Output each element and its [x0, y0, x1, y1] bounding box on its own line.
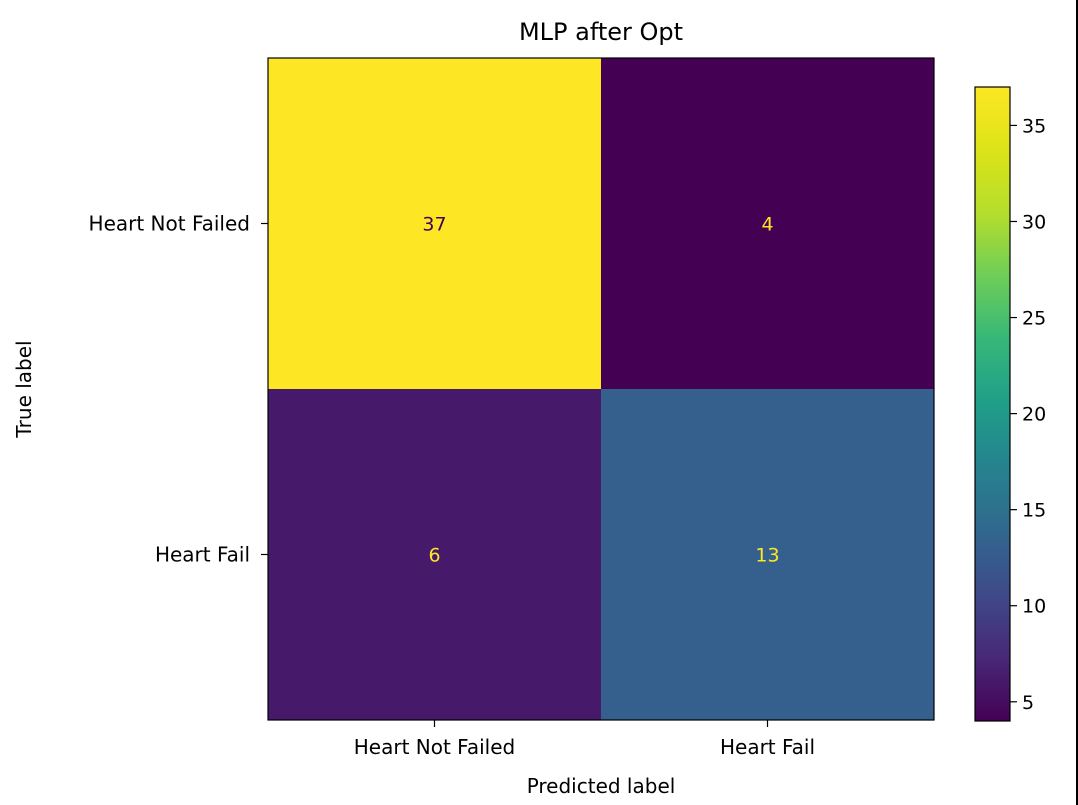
y-axis-ticks: Heart Not Failed Heart Fail: [89, 212, 268, 567]
colorbar-tick-label: 25: [1022, 308, 1046, 330]
x-axis-ticks: Heart Not Failed Heart Fail: [354, 720, 815, 759]
heatmap-cell: [268, 389, 602, 721]
x-axis-title: Predicted label: [527, 774, 676, 798]
heatmap-cell-labels: 37 4 6 13: [422, 214, 779, 567]
y-axis-title: True label: [12, 340, 36, 438]
colorbar-tick-label: 30: [1022, 211, 1046, 233]
heatmap-cell: [601, 58, 935, 390]
cell-value-label: 6: [428, 545, 440, 567]
cell-value-label: 13: [755, 545, 779, 567]
heatmap-cell: [268, 58, 602, 390]
colorbar-tick-label: 10: [1022, 596, 1046, 618]
frame-right-edge: [1076, 0, 1078, 805]
colorbar-ticks: 5 10 15 20 25 30 35: [1010, 115, 1046, 714]
plot-frame: [267, 57, 935, 721]
cell-value-label: 4: [761, 214, 773, 236]
colorbar: [974, 86, 1011, 722]
colorbar-tick-label: 5: [1022, 692, 1034, 714]
colorbar-tick-label: 15: [1022, 500, 1046, 522]
heatmap-cells: [268, 58, 935, 721]
y-tick-label: Heart Not Failed: [89, 212, 250, 236]
colorbar-tick-label: 20: [1022, 404, 1046, 426]
colorbar-tick-label: 35: [1022, 115, 1046, 137]
cell-value-label: 37: [422, 214, 446, 236]
y-tick-label: Heart Fail: [155, 543, 250, 567]
x-tick-label: Heart Not Failed: [354, 735, 515, 759]
chart-title: MLP after Opt: [519, 18, 683, 46]
x-tick-label: Heart Fail: [720, 735, 815, 759]
heatmap-cell: [601, 389, 935, 721]
